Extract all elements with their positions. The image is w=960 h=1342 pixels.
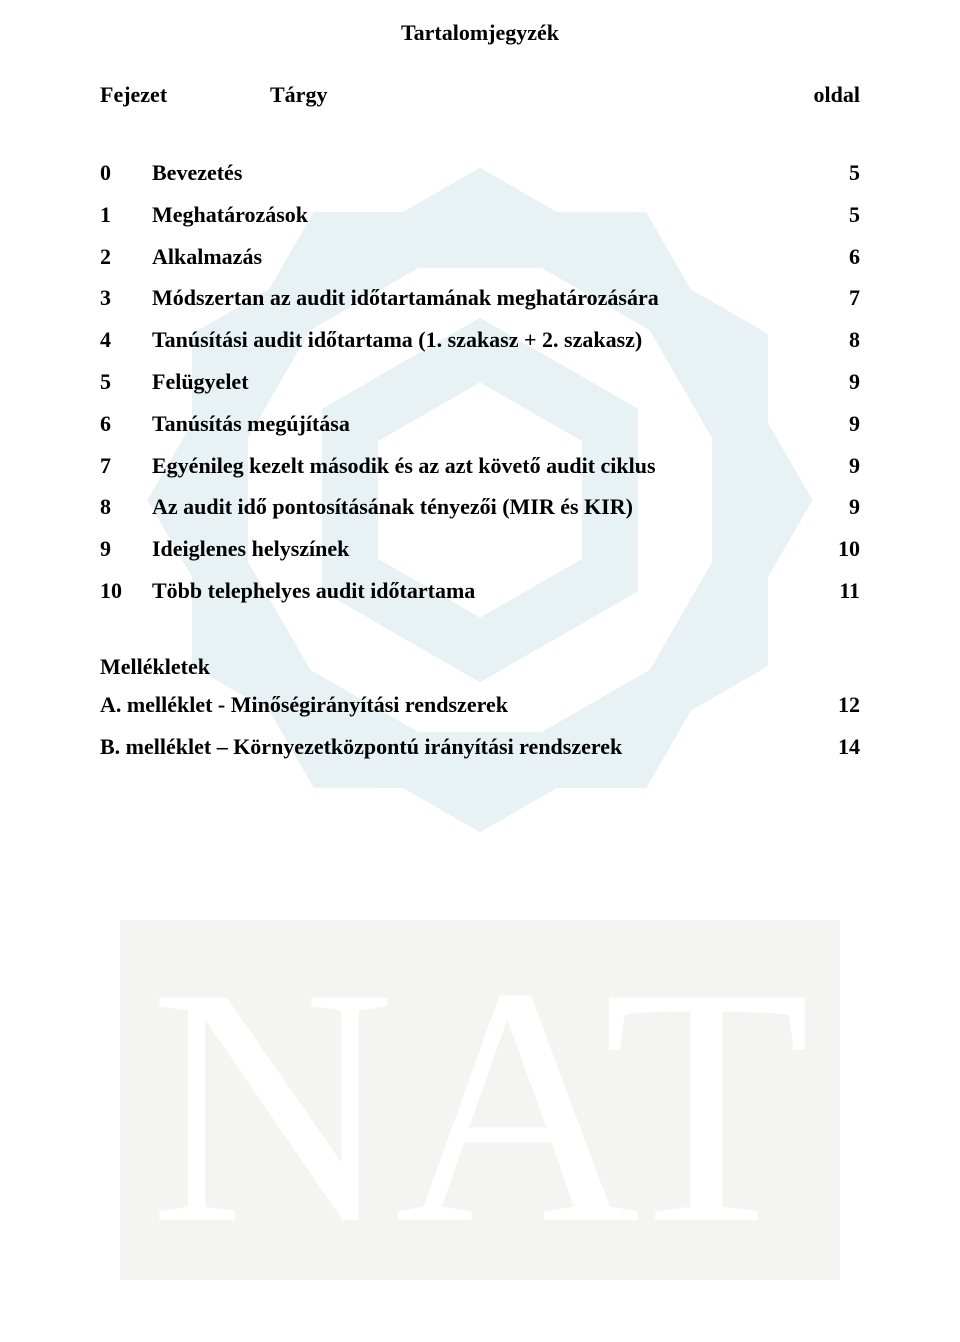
page-title: Tartalomjegyzék — [100, 20, 860, 46]
appendix-label: B. melléklet – Környezetközpontú irányít… — [100, 726, 800, 768]
toc-subject: Tanúsítási audit időtartama (1. szakasz … — [152, 319, 800, 361]
toc-page: 7 — [800, 277, 860, 319]
toc-header-row: Fejezet Tárgy oldal — [100, 82, 860, 108]
toc-subject: Felügyelet — [152, 361, 800, 403]
header-chapter: Fejezet — [100, 82, 270, 108]
toc-num: 7 — [100, 445, 152, 487]
toc-page: 9 — [800, 403, 860, 445]
toc-subject: Tanúsítás megújítása — [152, 403, 800, 445]
toc-num: 10 — [100, 570, 152, 612]
toc-num: 2 — [100, 236, 152, 278]
appendix-label: A. melléklet - Minőségirányítási rendsze… — [100, 684, 800, 726]
header-page: oldal — [780, 82, 860, 108]
toc-page: 9 — [800, 361, 860, 403]
toc-page: 9 — [800, 445, 860, 487]
toc-row: 6 Tanúsítás megújítása 9 — [100, 403, 860, 445]
toc-row: 4 Tanúsítási audit időtartama (1. szakas… — [100, 319, 860, 361]
toc-row: 1 Meghatározások 5 — [100, 194, 860, 236]
page-content: Tartalomjegyzék Fejezet Tárgy oldal 0 Be… — [0, 0, 960, 1342]
toc-row: 7 Egyénileg kezelt második és az azt köv… — [100, 445, 860, 487]
toc-subject: Bevezetés — [152, 152, 800, 194]
toc-page: 8 — [800, 319, 860, 361]
toc-num: 0 — [100, 152, 152, 194]
toc-page: 9 — [800, 486, 860, 528]
toc-num: 3 — [100, 277, 152, 319]
toc-num: 9 — [100, 528, 152, 570]
toc-subject: Meghatározások — [152, 194, 800, 236]
toc-row: 3 Módszertan az audit időtartamának megh… — [100, 277, 860, 319]
toc-page: 10 — [800, 528, 860, 570]
appendix-heading: Mellékletek — [100, 654, 860, 680]
toc-num: 6 — [100, 403, 152, 445]
toc-page: 5 — [800, 194, 860, 236]
toc-row: 0 Bevezetés 5 — [100, 152, 860, 194]
toc-page: 11 — [800, 570, 860, 612]
toc-subject: Több telephelyes audit időtartama — [152, 570, 800, 612]
toc-subject: Alkalmazás — [152, 236, 800, 278]
toc-subject: Ideiglenes helyszínek — [152, 528, 800, 570]
toc-num: 1 — [100, 194, 152, 236]
toc-row: 8 Az audit idő pontosításának tényezői (… — [100, 486, 860, 528]
appendix-page: 12 — [800, 684, 860, 726]
toc-page: 5 — [800, 152, 860, 194]
toc-subject: Az audit idő pontosításának tényezői (MI… — [152, 486, 800, 528]
toc-page: 6 — [800, 236, 860, 278]
toc-num: 5 — [100, 361, 152, 403]
appendix-page: 14 — [800, 726, 860, 768]
appendix-row: B. melléklet – Környezetközpontú irányít… — [100, 726, 860, 768]
toc-row: 5 Felügyelet 9 — [100, 361, 860, 403]
toc-num: 8 — [100, 486, 152, 528]
toc-subject: Egyénileg kezelt második és az azt követ… — [152, 445, 800, 487]
toc-row: 2 Alkalmazás 6 — [100, 236, 860, 278]
toc-row: 10 Több telephelyes audit időtartama 11 — [100, 570, 860, 612]
toc-subject: Módszertan az audit időtartamának meghat… — [152, 277, 800, 319]
toc-row: 9 Ideiglenes helyszínek 10 — [100, 528, 860, 570]
toc-num: 4 — [100, 319, 152, 361]
header-subject: Tárgy — [270, 82, 780, 108]
appendix-row: A. melléklet - Minőségirányítási rendsze… — [100, 684, 860, 726]
